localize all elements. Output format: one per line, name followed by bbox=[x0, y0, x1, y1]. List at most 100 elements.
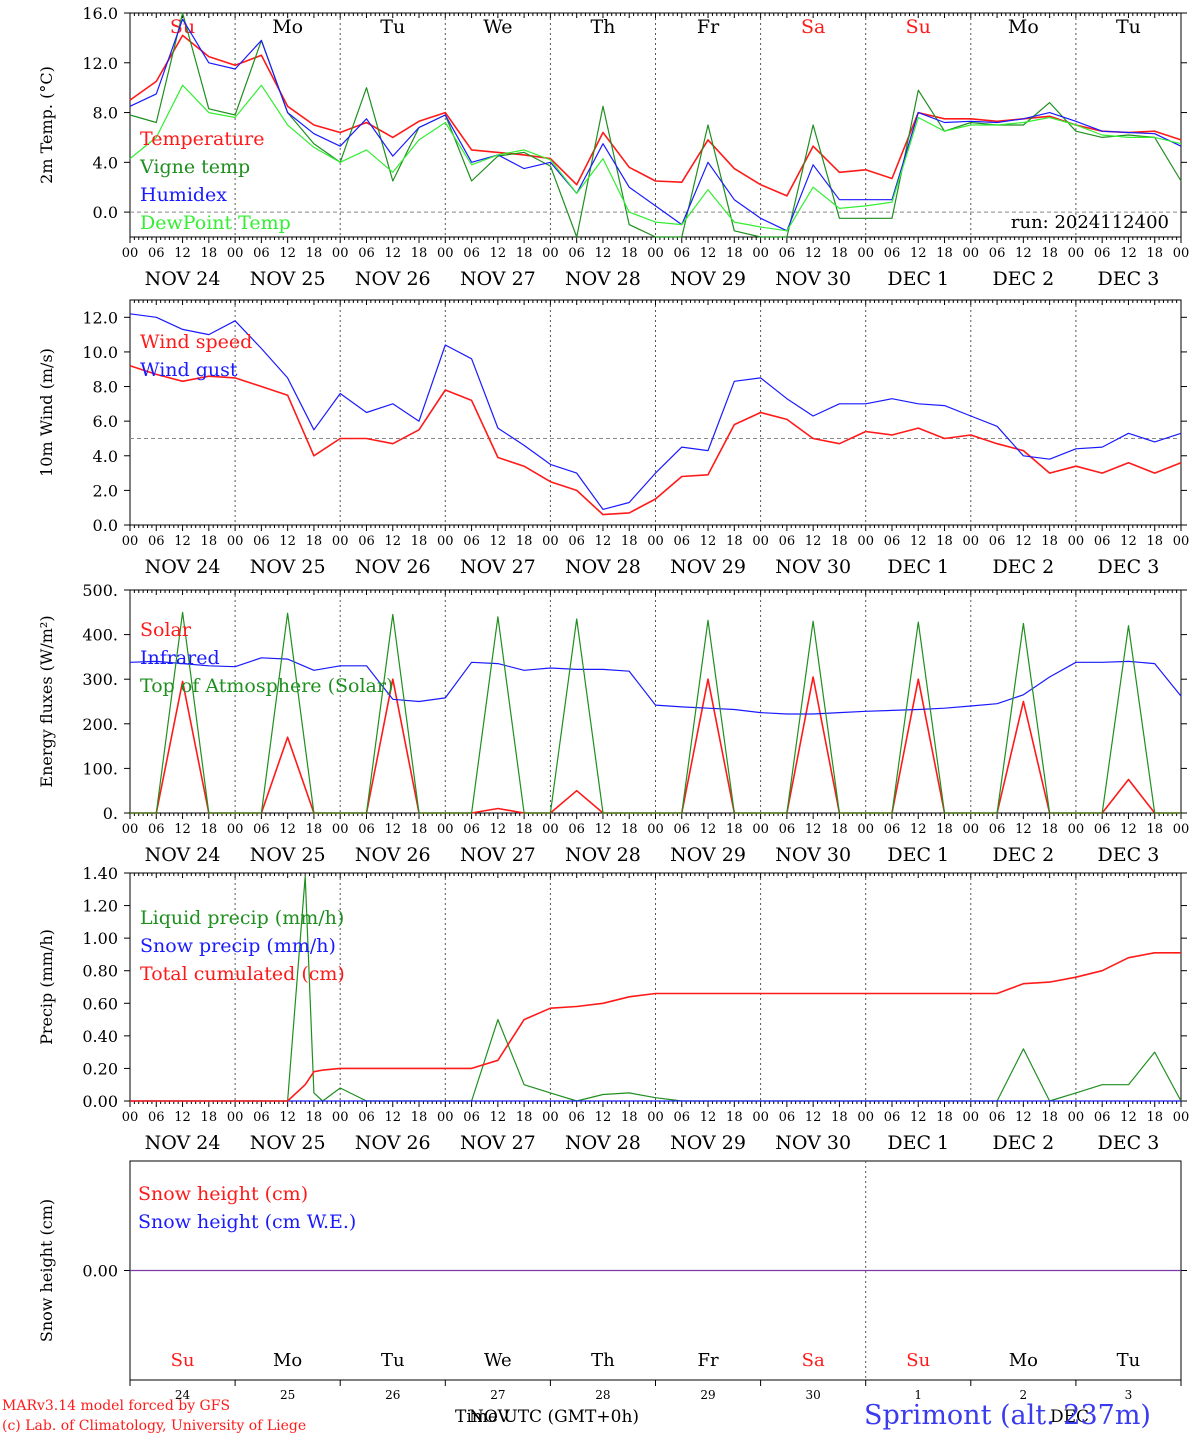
x-hour-label: 06 bbox=[779, 822, 796, 837]
x-hour-label: 18 bbox=[936, 534, 953, 549]
panel-2: 0.0 2.0 4.0 6.0 8.0 10.0 12.0 10m Wind (m/s) 00 0… bbox=[37, 299, 1189, 578]
x-hour-label: 00 bbox=[227, 822, 244, 837]
x-hour-label: 06 bbox=[253, 1110, 270, 1125]
x-hour-label: 06 bbox=[568, 534, 585, 549]
y-tick-label: 0.0 bbox=[93, 516, 118, 535]
y-tick-label: 16.0 bbox=[82, 4, 118, 23]
x-hour-label: 18 bbox=[831, 822, 848, 837]
x-hour-label: 00 bbox=[332, 534, 349, 549]
x-hour-label: 12 bbox=[910, 822, 927, 837]
x-date-label: DEC 1 bbox=[887, 844, 949, 866]
legend-entry: Wind gust bbox=[140, 359, 238, 381]
legend-entry: Liquid precip (mm/h) bbox=[140, 907, 344, 929]
x-hour-label: 12 bbox=[279, 246, 296, 261]
y-tick-label: 0.80 bbox=[82, 962, 118, 981]
x-hour-label: 12 bbox=[805, 246, 822, 261]
legend-entry: Snow height (cm) bbox=[138, 1183, 308, 1205]
x-hour-label: 00 bbox=[542, 246, 559, 261]
x-hour-label: 18 bbox=[726, 822, 743, 837]
x-hour-label: 06 bbox=[884, 1110, 901, 1125]
x-hour-label: 12 bbox=[700, 246, 717, 261]
x-hour-label: 00 bbox=[227, 534, 244, 549]
x-hour-label: 06 bbox=[148, 246, 165, 261]
x-hour-label: 18 bbox=[726, 534, 743, 549]
overlap-month-label: NOV bbox=[469, 1407, 510, 1427]
weekday-label: Sa bbox=[802, 1350, 825, 1371]
y-tick-label: 8.0 bbox=[93, 378, 118, 397]
x-hour-label: 18 bbox=[621, 246, 638, 261]
y-tick-label: 6.0 bbox=[93, 412, 118, 431]
x-hour-label: 18 bbox=[621, 1110, 638, 1125]
x-date-label: NOV 28 bbox=[565, 556, 641, 578]
y-tick-label: 0.00 bbox=[82, 1092, 118, 1111]
x-hour-label: 12 bbox=[700, 534, 717, 549]
x-hour-label: 00 bbox=[1068, 1110, 1085, 1125]
legend-entry: Snow height (cm W.E.) bbox=[138, 1211, 356, 1233]
x-date-label: NOV 30 bbox=[775, 1132, 851, 1154]
weekday-label: Su bbox=[906, 1350, 930, 1371]
y-tick-label: 1.40 bbox=[82, 864, 118, 883]
x-hour-label: 06 bbox=[568, 246, 585, 261]
x-hour-label: 00 bbox=[752, 822, 769, 837]
x-hour-label: 12 bbox=[805, 822, 822, 837]
day-number-label: 28 bbox=[595, 1388, 610, 1402]
legend-entry: Infrared bbox=[140, 647, 220, 669]
x-hour-label: 00 bbox=[647, 1110, 664, 1125]
x-hour-label: 06 bbox=[1094, 1110, 1111, 1125]
x-hour-label: 18 bbox=[621, 534, 638, 549]
x-hour-label: 18 bbox=[411, 534, 428, 549]
x-hour-label: 00 bbox=[332, 246, 349, 261]
x-hour-label: 06 bbox=[253, 534, 270, 549]
x-hour-label: 18 bbox=[306, 246, 323, 261]
x-hour-label: 18 bbox=[936, 1110, 953, 1125]
x-hour-label: 18 bbox=[201, 822, 218, 837]
x-hour-label: 18 bbox=[201, 246, 218, 261]
x-hour-label: 00 bbox=[963, 534, 980, 549]
x-hour-label: 12 bbox=[1120, 1110, 1137, 1125]
y-tick-label: 10.0 bbox=[82, 343, 118, 362]
x-date-label: NOV 27 bbox=[460, 268, 536, 290]
y-tick-label: 0.00 bbox=[82, 1262, 118, 1281]
x-hour-label: 18 bbox=[831, 534, 848, 549]
x-hour-label: 18 bbox=[516, 1110, 533, 1125]
day-number-label: 26 bbox=[385, 1388, 400, 1402]
legend-entry: Wind speed bbox=[140, 331, 252, 353]
x-hour-label: 18 bbox=[936, 822, 953, 837]
x-hour-label: 18 bbox=[1146, 1110, 1163, 1125]
x-date-label: DEC 1 bbox=[887, 1132, 949, 1154]
x-hour-label: 12 bbox=[805, 1110, 822, 1125]
y-tick-label: 8.0 bbox=[93, 104, 118, 123]
x-hour-label: 00 bbox=[752, 246, 769, 261]
x-hour-label: 00 bbox=[542, 534, 559, 549]
panel-5: 0.00 Snow height (cm) Su 24 Mo 25 Tu 26 We 27 Th 28… bbox=[37, 1160, 1187, 1402]
x-hour-label: 00 bbox=[647, 246, 664, 261]
x-hour-label: 06 bbox=[989, 822, 1006, 837]
x-hour-label: 06 bbox=[989, 1110, 1006, 1125]
x-hour-label: 06 bbox=[674, 822, 691, 837]
weekday-label: Tu bbox=[1116, 16, 1141, 38]
x-hour-label: 12 bbox=[595, 534, 612, 549]
x-hour-label: 18 bbox=[831, 1110, 848, 1125]
series-line bbox=[130, 951, 1181, 1102]
x-date-label: NOV 24 bbox=[145, 1132, 221, 1154]
x-hour-label: 12 bbox=[595, 822, 612, 837]
x-date-label: NOV 25 bbox=[250, 1132, 326, 1154]
x-hour-label: 00 bbox=[542, 1110, 559, 1125]
day-number-label: 3 bbox=[1125, 1388, 1133, 1402]
x-hour-label: 18 bbox=[306, 534, 323, 549]
x-hour-label: 00 bbox=[227, 246, 244, 261]
weekday-label: We bbox=[484, 1350, 512, 1371]
weekday-label: Su bbox=[906, 16, 931, 38]
x-hour-label: 00 bbox=[122, 1110, 139, 1125]
x-hour-label: 00 bbox=[857, 822, 874, 837]
x-hour-label: 00 bbox=[1173, 822, 1190, 837]
x-hour-label: 06 bbox=[779, 534, 796, 549]
legend-entry: Top of Atmosphere (Solar) bbox=[140, 675, 393, 697]
day-number-label: 2 bbox=[1020, 1388, 1028, 1402]
weekday-label: Mo bbox=[1008, 16, 1039, 38]
series-line bbox=[129, 365, 1182, 516]
x-hour-label: 12 bbox=[174, 534, 191, 549]
x-date-label: NOV 25 bbox=[250, 268, 326, 290]
x-hour-label: 12 bbox=[1015, 534, 1032, 549]
x-hour-label: 06 bbox=[463, 246, 480, 261]
